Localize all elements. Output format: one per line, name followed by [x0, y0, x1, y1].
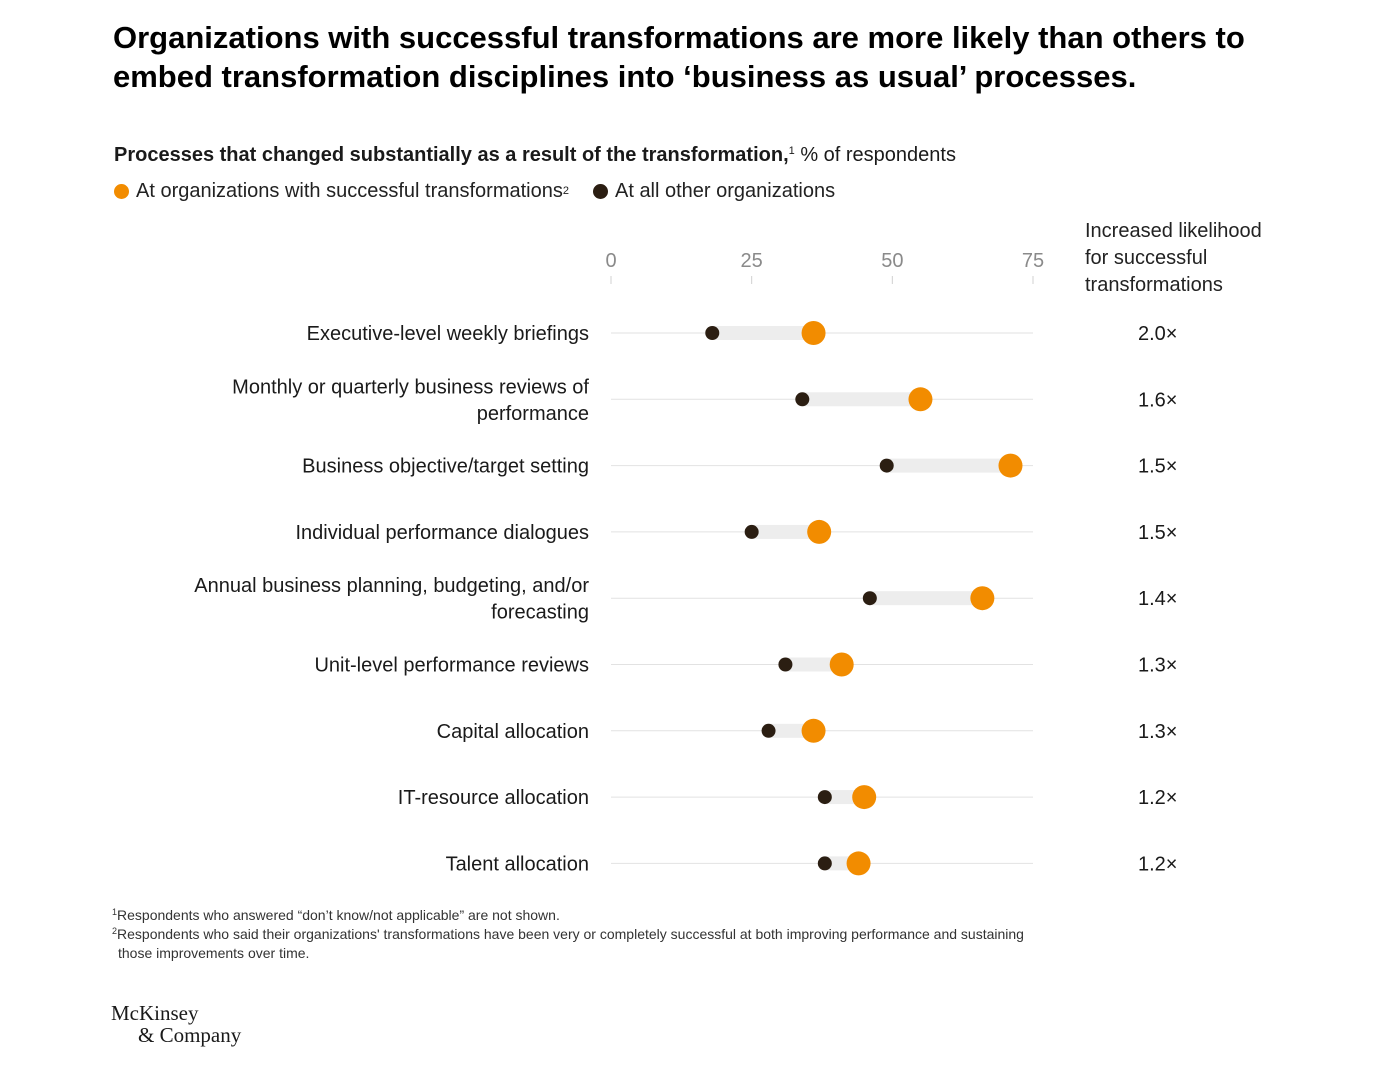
likelihood-value: 1.2× — [1138, 787, 1177, 809]
dot-others — [879, 458, 894, 473]
likelihood-header-line-1: Increased likelihood — [1085, 220, 1262, 242]
footnote-2-text-line-1: Respondents who said their organizations… — [117, 926, 1024, 942]
legend-item-others: At all other organizations — [592, 178, 836, 204]
likelihood-header-line-3: transformations — [1085, 274, 1223, 296]
x-tick-label: 0 — [605, 250, 616, 272]
range-bar — [886, 458, 1011, 473]
dot-successful — [829, 652, 854, 677]
likelihood-value: 1.4× — [1138, 588, 1177, 610]
range-bar — [869, 591, 983, 606]
range-bar — [802, 392, 921, 407]
legend-item-successful: At organizations with successful transfo… — [114, 178, 569, 204]
legend: At organizations with successful transfo… — [114, 178, 859, 204]
category-label: Executive-level weekly briefings — [307, 323, 589, 345]
category-label: Business objective/target setting — [302, 456, 589, 478]
logo-line-1: McKinsey — [111, 1001, 199, 1025]
dot-successful — [846, 851, 871, 876]
likelihood-header: Increased likelihood for successful tran… — [1085, 218, 1305, 299]
legend-label-successful: At organizations with successful transfo… — [136, 180, 563, 202]
dot-successful — [998, 453, 1023, 478]
chart-title: Organizations with successful transforma… — [113, 20, 1245, 94]
footnote-2-line-2: those improvements over time. — [118, 945, 310, 961]
footnote-2: 2Respondents who said their organization… — [112, 925, 1212, 944]
range-bar — [751, 524, 820, 539]
footnote-1-ref: 1 — [112, 907, 118, 917]
likelihood-value: 1.5× — [1138, 456, 1177, 478]
subtitle-bold: Processes that changed substantially as … — [114, 144, 789, 166]
dot-successful — [970, 586, 995, 611]
dot-others — [705, 326, 720, 340]
dot-successful — [801, 321, 826, 345]
dot-plot-chart: 0 25 50 75 Executive-level weekly briefings 2… — [194, 250, 1177, 876]
dot-successful — [801, 718, 826, 743]
dot-others — [817, 856, 832, 871]
dot-others — [795, 392, 810, 407]
category-label: Unit-level performance reviews — [314, 655, 589, 677]
chart-subtitle: Processes that changed substantially as … — [114, 142, 956, 168]
category-label: Individual performance dialogues — [295, 522, 589, 544]
likelihood-value: 1.6× — [1138, 389, 1177, 411]
footnotes: 1Respondents who answered “don’t know/no… — [112, 906, 1212, 963]
x-tick-label: 25 — [741, 250, 763, 272]
dot-others — [817, 790, 832, 805]
dot-others — [761, 723, 776, 738]
legend-dot-others — [592, 183, 608, 199]
likelihood-value: 1.3× — [1138, 655, 1177, 677]
subtitle-unit: % of respondents — [794, 144, 956, 166]
dot-successful — [852, 785, 877, 810]
range-bar — [785, 657, 842, 672]
dot-successful — [908, 387, 933, 412]
legend-dot-successful — [114, 183, 129, 199]
likelihood-header-line-2: for successful — [1085, 247, 1208, 269]
x-tick-label: 50 — [881, 250, 903, 272]
x-tick-label: 75 — [1022, 250, 1044, 272]
category-label: Annual business planning, budgeting, and… — [194, 575, 589, 597]
likelihood-value: 1.3× — [1138, 721, 1177, 743]
mckinsey-logo: McKinsey & Company — [111, 1002, 241, 1046]
likelihood-value: 2.0× — [1138, 323, 1177, 345]
legend-label-others: At all other organizations — [614, 180, 836, 202]
dot-others — [778, 657, 793, 672]
category-label: Talent allocation — [446, 853, 589, 875]
dot-others — [862, 591, 877, 606]
subtitle-footnote-ref: 1 — [788, 145, 795, 157]
logo-line-2: & Company — [138, 1023, 242, 1047]
category-label: performance — [477, 403, 589, 425]
footnote-1: 1Respondents who answered “don’t know/no… — [112, 906, 1212, 925]
likelihood-value: 1.2× — [1138, 853, 1177, 875]
range-bar — [712, 326, 814, 340]
category-label: forecasting — [491, 602, 589, 624]
dot-others — [744, 524, 759, 539]
dot-successful — [807, 519, 832, 544]
category-label: IT-resource allocation — [398, 787, 589, 809]
category-label: Capital allocation — [437, 721, 589, 743]
footnote-1-text: Respondents who answered “don’t know/not… — [117, 907, 560, 923]
category-label: Monthly or quarterly business reviews of — [232, 376, 589, 398]
likelihood-value: 1.5× — [1138, 522, 1177, 544]
footnote-2-ref: 2 — [112, 926, 118, 936]
